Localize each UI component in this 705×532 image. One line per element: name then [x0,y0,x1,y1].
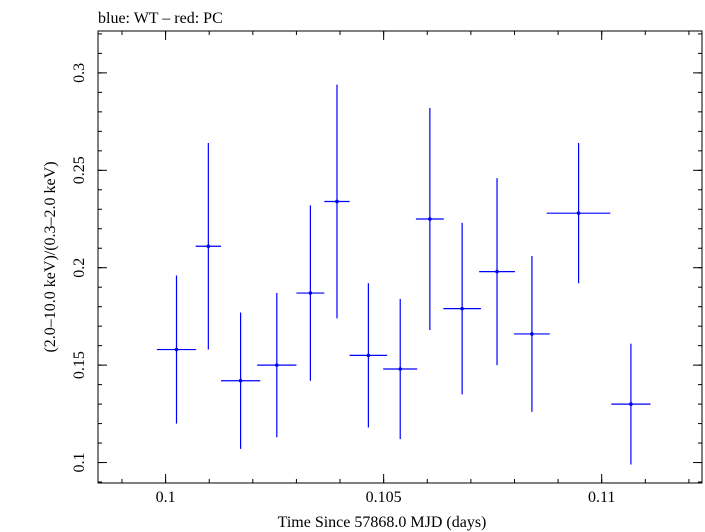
point-marker [576,211,581,215]
y-tick-label: 0.25 [71,156,88,184]
x-tick-label: 0.11 [588,489,615,506]
y-tick-label: 0.3 [71,63,88,83]
point-marker [275,363,279,367]
data-point [220,312,261,449]
x-tick-label: 0.105 [366,489,402,506]
data-point [195,143,221,350]
data-point [514,256,550,412]
y-axis-label: (2.0–10.0 keV)/(0.3–2.0 keV) [42,161,59,352]
plot-frame [97,30,703,484]
point-marker [460,306,464,311]
y-tick-label: 0.1 [71,453,88,473]
point-marker [398,367,403,371]
data-point [479,178,515,366]
point-marker [308,291,313,295]
x-axis-label: Time Since 57868.0 MJD (days) [278,514,487,531]
y-tick-label: 0.15 [71,351,88,379]
data-point [324,84,350,319]
point-marker [206,244,211,249]
data-point [296,205,325,381]
chart-title: blue: WT – red: PC [98,10,223,27]
point-marker [530,332,534,336]
data-point [546,143,611,284]
data-point [443,222,481,395]
point-marker [366,353,371,358]
point-marker [495,269,499,274]
data-point [611,343,651,465]
data-point [257,293,297,438]
point-marker [238,378,243,383]
x-axis: 0.1 0.105 0.11 [121,31,690,506]
point-marker [629,402,633,406]
point-marker [174,347,179,352]
data-point [349,283,388,428]
point-marker [428,217,432,221]
y-tick-label: 0.2 [71,258,88,278]
data-point [383,298,418,440]
point-marker [335,199,339,204]
data-points [156,84,651,465]
y-axis: 0.1 0.15 0.2 0.25 0.3 [71,33,702,483]
data-point [415,107,444,331]
x-tick-label: 0.1 [156,489,176,506]
data-point [156,275,197,424]
